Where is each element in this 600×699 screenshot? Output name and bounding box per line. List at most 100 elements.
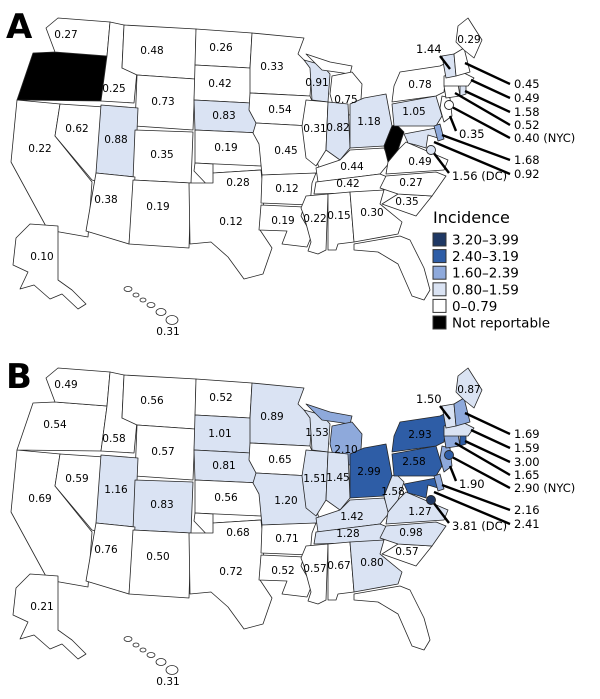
state-value-TN: 1.28 (336, 528, 359, 540)
callout-line-CT (454, 91, 511, 127)
state-value-HI: 0.31 (156, 326, 179, 338)
state-value-WI: 0.91 (305, 77, 328, 89)
callout-line-VT (439, 55, 451, 70)
state-value-NY: 0.78 (408, 79, 431, 91)
state-NC (379, 521, 447, 547)
panel-letter-A: A (6, 7, 33, 47)
state-value-WA: 0.49 (54, 379, 77, 391)
legend-swatch-2 (432, 265, 447, 280)
state-HI-island4 (155, 308, 167, 316)
dot-NYC (444, 450, 454, 460)
state-value-AL: 0.15 (327, 210, 350, 222)
state-value-PA: 2.58 (402, 456, 425, 468)
callout-value-NH: 0.45 (514, 77, 540, 91)
state-OR (16, 51, 108, 102)
state-value-WA: 0.27 (54, 29, 77, 41)
callout-line-DC (432, 151, 450, 174)
callout-value-NJ: 0.35 (459, 127, 485, 141)
state-value-ME: 0.87 (457, 384, 480, 396)
state-value-NC: 0.98 (399, 527, 422, 539)
callout-line-NYC (451, 105, 511, 140)
state-value-AR: 0.12 (275, 183, 298, 195)
state-value-ME: 0.29 (457, 34, 480, 46)
state-NM (128, 529, 192, 599)
state-value-KY: 0.44 (340, 161, 364, 173)
state-FL (353, 235, 431, 301)
state-HI-island1 (132, 292, 140, 298)
legend-label-0: 3.20–3.99 (452, 233, 519, 249)
state-value-IL: 0.31 (303, 123, 326, 135)
legend-swatch-1 (432, 249, 447, 264)
state-MI (305, 403, 353, 425)
state-HI-island5 (165, 665, 179, 675)
state-DE (433, 473, 445, 492)
state-value-NM: 0.19 (146, 201, 169, 213)
state-value-TX: 0.72 (219, 566, 242, 578)
callout-value-MD: 2.41 (514, 517, 540, 531)
state-value-IN: 0.82 (326, 122, 349, 134)
state-HI-island2 (139, 647, 147, 653)
dot-NYC (444, 100, 454, 110)
dot-DC (426, 145, 436, 155)
state-WV (383, 123, 405, 163)
state-value-AL: 0.67 (327, 560, 350, 572)
map-panel-B: B 0.69 0.59 0.54 0.49 0.58 0.56 0.57 1.16 0.83 0.7… (6, 357, 575, 688)
state-value-VA: 0.49 (408, 156, 431, 168)
state-value-AK: 0.21 (30, 601, 53, 613)
callout-line-DC (432, 501, 450, 524)
callout-line-DE (441, 483, 511, 512)
state-value-SD: 1.01 (208, 428, 231, 440)
state-value-SC: 0.57 (395, 546, 418, 558)
callout-value-NYC: 0.40 (NYC) (514, 131, 575, 145)
state-value-KY: 1.42 (340, 511, 363, 523)
state-HI-island1 (132, 642, 140, 648)
state-HI-island4 (155, 658, 167, 666)
state-value-IA: 0.65 (268, 454, 291, 466)
state-value-WV: 1.58 (381, 486, 404, 498)
legend-label-5: Not reportable (452, 316, 550, 332)
state-value-MT: 0.56 (140, 395, 164, 407)
state-value-AZ: 0.38 (94, 194, 117, 206)
legend-label-1: 2.40–3.19 (452, 249, 519, 265)
state-value-ID: 0.25 (102, 83, 125, 95)
state-value-OR: 0.54 (43, 419, 67, 431)
legend-swatch-0 (432, 232, 447, 247)
state-value-CA: 0.22 (28, 143, 51, 155)
state-AZ (85, 172, 136, 245)
callout-line-NJ (448, 115, 458, 132)
state-HI-island2 (139, 297, 147, 303)
state-NH (453, 47, 471, 77)
state-value-NV: 0.59 (65, 473, 88, 485)
callout-value-CT: 1.65 (514, 468, 540, 482)
state-value-NE: 0.83 (212, 110, 235, 122)
state-HI-island3 (146, 652, 156, 658)
callout-value-DC: 1.56 (DC) (452, 169, 507, 183)
state-WV (383, 473, 405, 513)
state-GA (349, 189, 403, 243)
state-HI-island5 (165, 315, 179, 325)
state-value-MS: 0.22 (303, 213, 326, 225)
state-value-TN: 0.42 (336, 178, 359, 190)
state-value-IA: 0.54 (268, 104, 292, 116)
state-value-ND: 0.52 (209, 392, 232, 404)
state-HI-island3 (146, 302, 156, 308)
callout-value-DC: 3.81 (DC) (452, 519, 507, 533)
state-ME (455, 367, 483, 409)
state-value-NE: 0.81 (212, 460, 235, 472)
state-value-ID: 0.58 (102, 433, 125, 445)
callout-value-NJ: 1.90 (459, 477, 485, 491)
callout-line-RI (464, 89, 511, 114)
callout-value-RI: 3.00 (514, 455, 540, 469)
state-value-GA: 0.80 (360, 557, 383, 569)
callout-value-NH: 1.69 (514, 427, 540, 441)
legend-swatch-5 (432, 315, 447, 330)
state-GA (349, 539, 403, 593)
callout-value-VT: 1.50 (416, 392, 442, 406)
state-value-MO: 0.45 (274, 145, 297, 157)
state-value-AK: 0.10 (30, 251, 53, 263)
legend-title: Incidence (433, 208, 510, 227)
state-NH (453, 397, 471, 427)
panel-a: A 0.22 0.62 0.27 0.25 0.48 0.73 0.88 0.35 0.38 0.1… (0, 2, 600, 347)
state-IN (325, 451, 351, 511)
